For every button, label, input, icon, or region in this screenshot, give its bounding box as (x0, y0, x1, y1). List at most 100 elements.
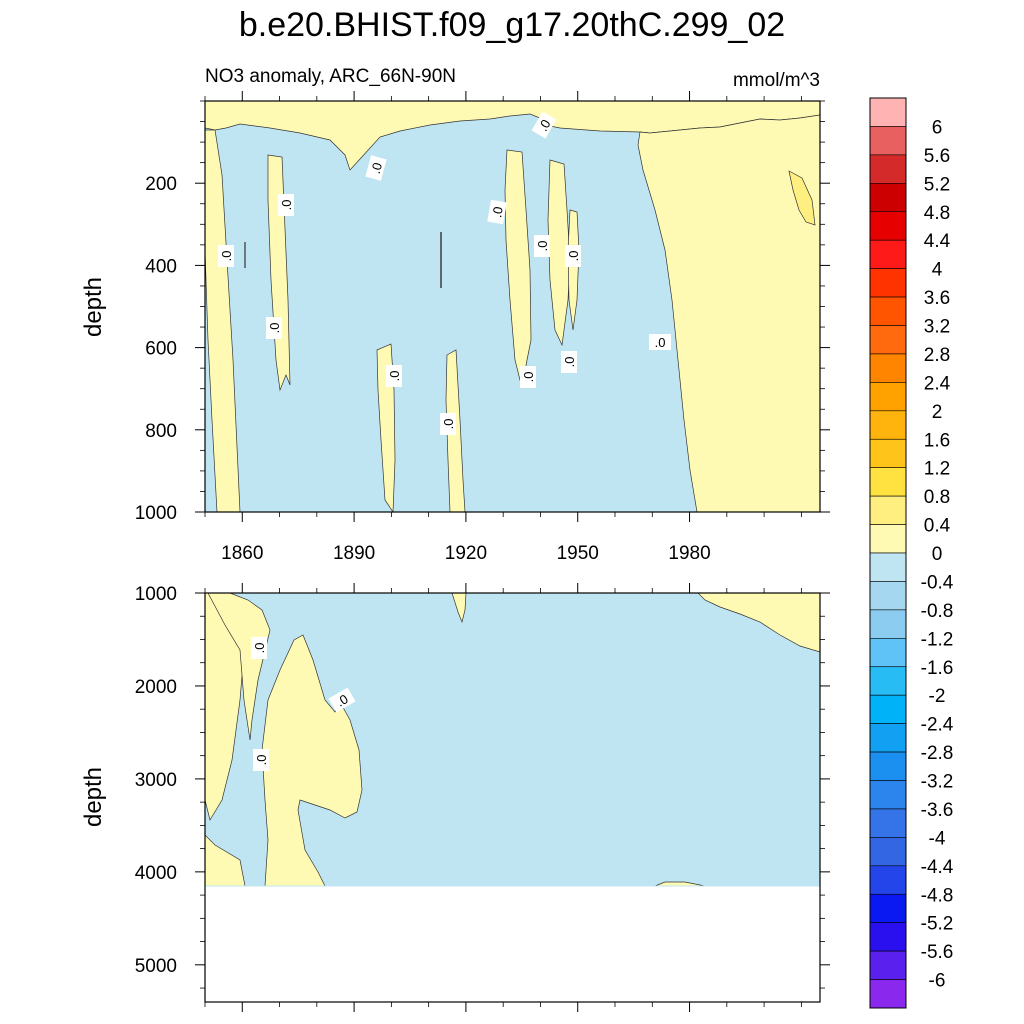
lower-axis-ticks: 1000 2000 3000 4000 5000 (135, 583, 830, 1012)
y-tick-label: 200 (145, 174, 177, 195)
colorbar-label: -1.6 (921, 658, 954, 679)
colorbar-swatch (869, 780, 907, 810)
colorbar-label: -2.4 (921, 715, 954, 736)
colorbar-swatch (869, 97, 907, 127)
y-tick-label: 1000 (135, 503, 177, 524)
contour-label: .0 (254, 755, 269, 766)
colorbar-swatch (869, 382, 907, 412)
colorbar-swatch (869, 126, 907, 156)
y-tick-label: 600 (145, 339, 177, 360)
colorbar-label: -3.6 (921, 800, 954, 821)
colorbar-swatch (869, 552, 907, 582)
y-tick-label: 3000 (135, 770, 177, 791)
contour-label: .0 (387, 371, 402, 382)
variable-label: NO3 anomaly, ARC_66N-90N (205, 66, 456, 87)
contour-label: .0 (521, 372, 536, 383)
upper-axis-ticks: 200 400 600 800 1000 1860 1890 1920 1950 1980 (135, 91, 830, 564)
colorbar-label: 4.4 (924, 231, 951, 252)
colorbar-label: -2 (929, 686, 946, 707)
y-tick-label: 800 (145, 421, 177, 442)
colorbar-label: 0.8 (924, 487, 950, 508)
colorbar-swatch (869, 467, 907, 497)
colorbar-swatch (869, 694, 907, 724)
colorbar-label: -1.2 (921, 629, 954, 650)
contour-label: .0 (252, 643, 267, 654)
contour-label: .0 (368, 161, 385, 175)
colorbar-label: 0 (932, 544, 943, 565)
lower-positive-regions (204, 592, 821, 887)
colorbar-swatch (869, 495, 907, 525)
colorbar-swatch (869, 353, 907, 383)
colorbar-label: 5.2 (924, 174, 950, 195)
colorbar-label: -2.8 (921, 743, 954, 764)
colorbar-label: 3.2 (924, 317, 950, 338)
y-tick-label: 5000 (135, 956, 177, 977)
colorbar-swatch (869, 438, 907, 468)
colorbar-label: 3.6 (924, 288, 950, 309)
contour-label: .0 (267, 323, 282, 334)
contour-label: .0 (219, 251, 234, 262)
colorbar-swatch (869, 581, 907, 611)
lower-ylabel: depth (80, 767, 107, 827)
colorbar-swatch (869, 950, 907, 980)
x-tick-label: 1890 (333, 543, 375, 564)
colorbar-swatch (869, 239, 907, 269)
colorbar-label: 2.4 (924, 373, 951, 394)
colorbar-swatch (869, 183, 907, 213)
colorbar-swatch (869, 638, 907, 668)
contour-label: .0 (562, 357, 577, 368)
colorbar-swatch (869, 865, 907, 895)
colorbar-swatch (869, 154, 907, 184)
contour-label: .0 (655, 335, 666, 350)
lower-contour-labels: .0 .0 .0 (251, 637, 356, 771)
colorbar-label: -3.2 (921, 772, 954, 793)
upper-panel: .0 .0 .0 .0 .0 .0 .0 .0 .0 .0 .0 .0 .0 2… (80, 91, 830, 564)
upper-contour-labels: .0 .0 .0 .0 .0 .0 .0 .0 .0 .0 .0 .0 .0 (218, 111, 671, 435)
lower-panel: .0 .0 .0 1000 2000 3000 4000 5000 depth (80, 583, 830, 1012)
upper-region-strong-positive (788, 170, 816, 226)
colorbar-label: -4.8 (921, 885, 954, 906)
lower-region-sliver-top (207, 592, 271, 741)
colorbar-swatch (869, 211, 907, 241)
x-tick-label: 1920 (445, 543, 487, 564)
upper-region-strip-1870 (267, 154, 291, 392)
colorbar-label: 0.4 (924, 516, 951, 537)
colorbar-label: -6 (929, 971, 946, 992)
colorbar-swatch (869, 410, 907, 440)
colorbar-swatch (869, 666, 907, 696)
contour-label: .0 (566, 251, 581, 262)
colorbar: 6 5.6 5.2 4.8 4.4 4 3.6 3.2 2.8 2.4 2 1.6 1.2 0.8 0.4 0… (869, 97, 954, 1009)
lower-plot-frame (204, 592, 821, 1003)
colorbar-swatch (869, 325, 907, 355)
colorbar-label: -4.4 (921, 857, 954, 878)
colorbar-swatch (869, 268, 907, 298)
colorbar-label: -0.8 (921, 601, 954, 622)
y-tick-label: 2000 (135, 677, 177, 698)
upper-positive-regions (204, 100, 821, 514)
colorbar-label: 6 (932, 117, 943, 138)
colorbar-label: -5.2 (921, 914, 954, 935)
contour-label: .0 (279, 200, 294, 211)
colorbar-frame (869, 97, 907, 1009)
colorbar-swatch (869, 922, 907, 952)
colorbar-swatch (869, 837, 907, 867)
upper-ylabel: depth (80, 277, 107, 337)
y-tick-label: 4000 (135, 863, 177, 884)
units-label: mmol/m^3 (733, 70, 820, 91)
colorbar-swatch (869, 524, 907, 554)
chart-title: b.e20.BHIST.f09_g17.20thC.299_02 (239, 6, 785, 44)
colorbar-label: 4 (932, 260, 943, 281)
colorbar-label: 1.6 (924, 430, 950, 451)
colorbar-swatch (869, 808, 907, 838)
colorbar-label: 1.2 (924, 459, 950, 480)
colorbar-swatch (869, 723, 907, 753)
colorbar-label: 2 (932, 402, 943, 423)
y-tick-label: 1000 (135, 584, 177, 605)
colorbar-swatch (869, 751, 907, 781)
contour-label: .0 (535, 241, 550, 252)
lower-no-data-area (205, 886, 820, 1002)
contour-label: .0 (441, 419, 456, 430)
x-tick-label: 1980 (668, 543, 710, 564)
colorbar-swatch (869, 609, 907, 639)
